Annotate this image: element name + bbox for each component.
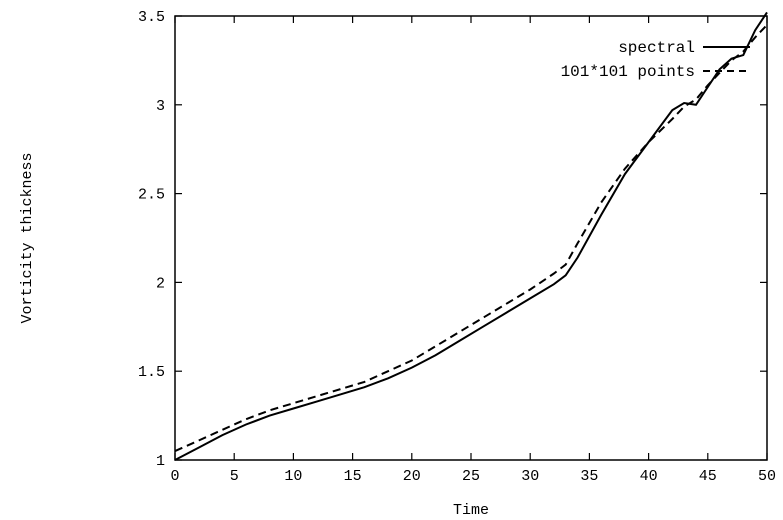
x-tick-label: 35 <box>580 468 598 485</box>
y-tick-label: 1.5 <box>138 364 165 381</box>
y-tick-label: 3.5 <box>138 9 165 26</box>
series-line-spectral <box>174 11 768 461</box>
plot-frame <box>174 15 768 461</box>
x-tick-label: 10 <box>284 468 302 485</box>
x-tick-label: 15 <box>344 468 362 485</box>
x-tick-label: 50 <box>758 468 776 485</box>
y-tick-label: 3 <box>156 98 165 115</box>
legend: spectral 101*101 points <box>561 39 750 81</box>
x-tick-label: 25 <box>462 468 480 485</box>
y-tick-label: 2.5 <box>138 187 165 204</box>
y-tick-label: 1 <box>156 453 165 470</box>
x-tick-label: 30 <box>521 468 539 485</box>
plot-area: 0 5 10 15 20 25 30 35 40 45 50 1 1.5 2 2.5 3 3.5 <box>138 9 776 485</box>
x-tick-label: 20 <box>403 468 421 485</box>
y-tick-label: 2 <box>156 275 165 292</box>
x-tick-label: 45 <box>699 468 717 485</box>
x-tick-label: 5 <box>230 468 239 485</box>
x-tick-label: 40 <box>640 468 658 485</box>
tick-layer: 0 5 10 15 20 25 30 35 40 45 50 1 1.5 2 2.5 3 3.5 <box>138 9 776 485</box>
legend-label-101x101-points: 101*101 points <box>561 63 695 81</box>
y-axis-label: Vorticity thickness <box>19 152 36 323</box>
legend-label-spectral: spectral <box>618 39 695 57</box>
series-line-101x101-points <box>174 24 768 453</box>
x-tick-label: 0 <box>170 468 179 485</box>
x-axis-label: Time <box>453 502 489 519</box>
series-layer <box>174 11 768 461</box>
